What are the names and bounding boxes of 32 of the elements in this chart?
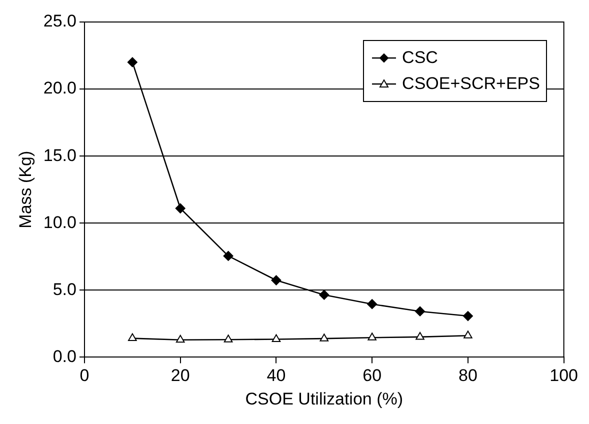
point	[127, 57, 138, 68]
legend-label: CSOE+SCR+EPS	[402, 73, 540, 95]
point	[320, 334, 329, 342]
y-axis-title: Mass (Kg)	[16, 150, 35, 228]
point	[175, 203, 186, 214]
legend-label: CSC	[402, 47, 438, 69]
point	[368, 332, 376, 340]
point	[464, 330, 472, 338]
point	[272, 334, 281, 342]
point	[462, 311, 473, 322]
x-axis-title: CSOE Utilization (%)	[245, 389, 404, 408]
point	[271, 275, 282, 286]
point	[128, 333, 137, 342]
y-tick-label: 15.0	[43, 146, 76, 165]
y-tick-label: 5.0	[52, 280, 76, 299]
x-tick-label: 20	[170, 366, 190, 386]
y-tick-label: 10.0	[43, 212, 76, 232]
point	[176, 334, 185, 343]
x-tick-label: 80	[458, 366, 478, 386]
x-tick-label: 0	[80, 366, 90, 386]
y-tick-label: 20.0	[43, 78, 76, 98]
x-tick-label: 40	[266, 366, 286, 386]
y-tick-label: 0.0	[52, 346, 76, 366]
point	[416, 332, 424, 340]
point	[319, 290, 330, 300]
point	[224, 334, 233, 342]
point	[223, 250, 234, 261]
x-tick-label: 100	[550, 366, 578, 386]
point	[415, 306, 426, 316]
x-tick-label: 60	[362, 366, 382, 386]
y-tick-label: 25.0	[43, 12, 76, 31]
point	[367, 299, 378, 310]
